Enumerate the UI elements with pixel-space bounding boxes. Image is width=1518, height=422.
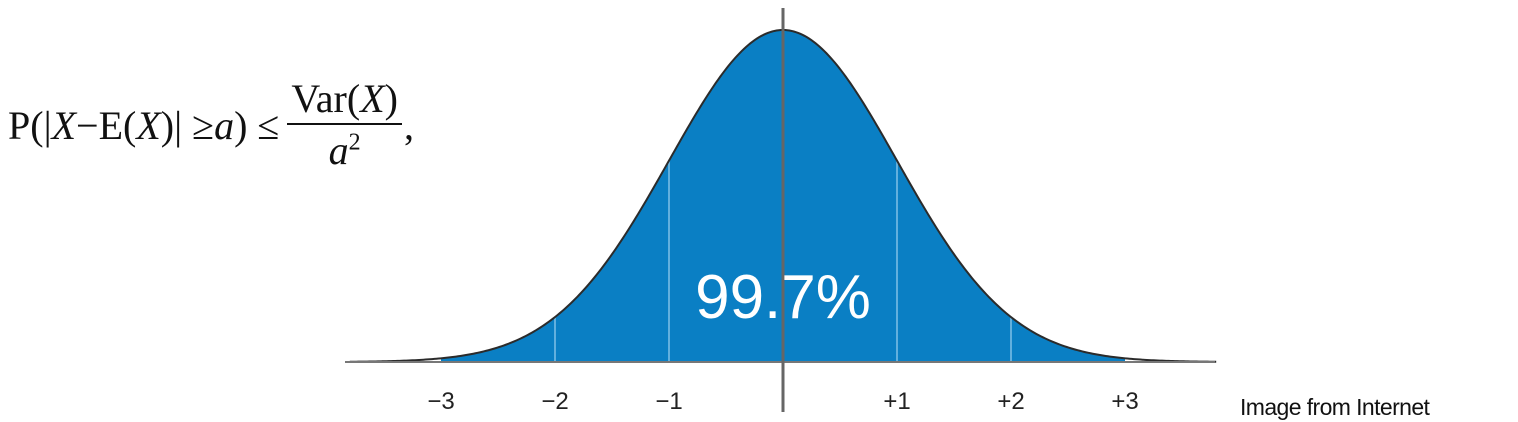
formula-exponent: 2 [348, 129, 361, 156]
image-credit: Image from Internet [1240, 394, 1430, 420]
shaded-area-label: 99.7% [695, 263, 871, 332]
chebyshev-inequality-formula: P(| X − E(X)| ≥ a) ≤ Var(X) a2 , [8, 70, 414, 180]
formula-denominator: a2 [329, 125, 361, 171]
formula-le: ) ≤ [234, 102, 280, 148]
tick-label: −1 [655, 388, 682, 415]
sd-lines [554, 160, 1012, 362]
tick-label: +2 [997, 388, 1024, 415]
tick-label: −2 [541, 388, 568, 415]
formula-numerator: Var(X) [287, 79, 402, 125]
formula-fraction: Var(X) a2 [287, 79, 402, 171]
formula-variable-x: X [136, 102, 161, 148]
tick-label: +3 [1111, 388, 1138, 415]
formula-variable-a: a [214, 102, 235, 148]
formula-variable-x: X [51, 102, 77, 148]
formula-minus: − [76, 102, 99, 148]
tick-label: −3 [427, 388, 454, 415]
formula-variance: Var( [291, 76, 361, 121]
formula-numerator-close: ) [384, 76, 398, 121]
formula-variable-x: X [360, 76, 385, 121]
tick-labels: −3 −2 −1 +1 +2 +3 [427, 388, 1138, 415]
formula-expectation: E( [98, 102, 137, 148]
formula-variable-a: a [328, 128, 349, 173]
formula-ge: )| ≥ [160, 102, 215, 148]
formula-lhs-open: P(| [8, 102, 52, 148]
tick-label: +1 [883, 388, 910, 415]
formula-comma: , [403, 102, 414, 148]
